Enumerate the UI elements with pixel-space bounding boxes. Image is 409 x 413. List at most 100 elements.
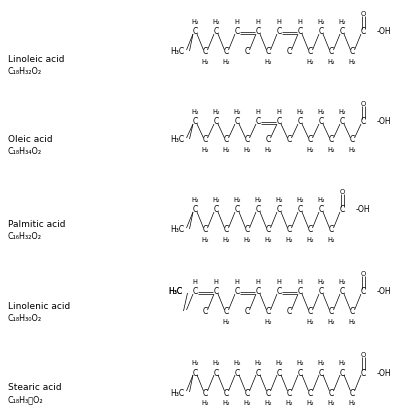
Text: H₂: H₂ xyxy=(264,400,272,406)
Text: H: H xyxy=(276,19,281,25)
Text: C: C xyxy=(318,287,323,297)
Text: O: O xyxy=(360,352,365,358)
Text: H: H xyxy=(255,109,260,115)
Text: C: C xyxy=(328,308,333,316)
Text: C: C xyxy=(318,28,323,36)
Text: Linolenic acid: Linolenic acid xyxy=(8,302,70,311)
Text: C: C xyxy=(360,118,365,126)
Text: C: C xyxy=(286,389,291,397)
Text: O: O xyxy=(360,11,365,17)
Text: -OH: -OH xyxy=(376,118,391,126)
Text: H₂: H₂ xyxy=(264,59,272,65)
Text: H₂: H₂ xyxy=(317,279,324,285)
Text: H₂: H₂ xyxy=(264,319,272,325)
Text: C: C xyxy=(339,287,344,297)
Text: H₃C: H₃C xyxy=(170,47,184,57)
Text: C: C xyxy=(265,47,270,57)
Text: C: C xyxy=(255,368,260,377)
Text: C: C xyxy=(255,28,260,36)
Text: Palmitic acid: Palmitic acid xyxy=(8,220,65,229)
Text: H₂: H₂ xyxy=(337,19,345,25)
Text: -OH: -OH xyxy=(376,28,391,36)
Text: C: C xyxy=(234,118,239,126)
Text: H₂: H₂ xyxy=(274,360,282,366)
Text: C₁₆H₃₂O₂: C₁₆H₃₂O₂ xyxy=(8,232,42,241)
Text: H₃C: H₃C xyxy=(170,135,184,145)
Text: -OH: -OH xyxy=(376,287,391,297)
Text: C: C xyxy=(360,28,365,36)
Text: C: C xyxy=(297,287,302,297)
Text: C: C xyxy=(339,28,344,36)
Text: C: C xyxy=(328,47,333,57)
Text: C: C xyxy=(192,28,197,36)
Text: H₂: H₂ xyxy=(212,19,219,25)
Text: C: C xyxy=(223,47,229,57)
Text: C₁₈H₃₄O₂: C₁₈H₃₄O₂ xyxy=(8,147,42,156)
Text: H₂: H₂ xyxy=(233,109,240,115)
Text: H₂: H₂ xyxy=(348,319,355,325)
Text: C₁₈H₃₀O₂: C₁₈H₃₀O₂ xyxy=(8,314,42,323)
Text: H₂: H₂ xyxy=(222,147,230,153)
Text: C: C xyxy=(244,308,249,316)
Text: C: C xyxy=(255,287,260,297)
Text: H₂: H₂ xyxy=(222,237,230,243)
Text: C: C xyxy=(349,135,354,145)
Text: H: H xyxy=(234,279,239,285)
Text: C: C xyxy=(223,135,229,145)
Text: C: C xyxy=(213,287,218,297)
Text: H₂: H₂ xyxy=(274,197,282,203)
Text: C: C xyxy=(318,368,323,377)
Text: H₂: H₂ xyxy=(254,360,261,366)
Text: C: C xyxy=(349,47,354,57)
Text: H: H xyxy=(255,279,260,285)
Text: O: O xyxy=(339,189,344,195)
Text: C: C xyxy=(265,225,270,235)
Text: C: C xyxy=(297,206,302,214)
Text: C: C xyxy=(360,287,365,297)
Text: H₂: H₂ xyxy=(222,319,230,325)
Text: C: C xyxy=(286,308,291,316)
Text: H₂: H₂ xyxy=(254,197,261,203)
Text: H₂: H₂ xyxy=(201,237,209,243)
Text: C: C xyxy=(244,225,249,235)
Text: H₂: H₂ xyxy=(337,360,345,366)
Text: C: C xyxy=(307,47,312,57)
Text: H: H xyxy=(192,279,197,285)
Text: O: O xyxy=(360,101,365,107)
Text: H₂: H₂ xyxy=(233,197,240,203)
Text: C: C xyxy=(360,368,365,377)
Text: H₂: H₂ xyxy=(243,147,251,153)
Text: C: C xyxy=(213,368,218,377)
Text: H: H xyxy=(255,19,260,25)
Text: H₂: H₂ xyxy=(327,59,335,65)
Text: H₂: H₂ xyxy=(243,237,251,243)
Text: H: H xyxy=(234,19,239,25)
Text: C: C xyxy=(202,308,208,316)
Text: H₂: H₂ xyxy=(327,400,335,406)
Text: C: C xyxy=(297,28,302,36)
Text: C: C xyxy=(265,135,270,145)
Text: C: C xyxy=(202,47,208,57)
Text: H₂: H₂ xyxy=(317,360,324,366)
Text: H₂: H₂ xyxy=(327,319,335,325)
Text: C: C xyxy=(286,225,291,235)
Text: C: C xyxy=(192,368,197,377)
Text: H₂: H₂ xyxy=(264,147,272,153)
Text: C: C xyxy=(202,225,208,235)
Text: C: C xyxy=(307,308,312,316)
Text: H₂: H₂ xyxy=(337,279,345,285)
Text: H₂: H₂ xyxy=(243,400,251,406)
Text: H₂: H₂ xyxy=(306,319,314,325)
Text: C: C xyxy=(244,389,249,397)
Text: H₂: H₂ xyxy=(212,109,219,115)
Text: C: C xyxy=(276,118,281,126)
Text: H₂: H₂ xyxy=(317,109,324,115)
Text: H₂: H₂ xyxy=(317,19,324,25)
Text: C: C xyxy=(192,287,197,297)
Text: H₂: H₂ xyxy=(348,147,355,153)
Text: C: C xyxy=(223,225,229,235)
Text: -OH: -OH xyxy=(355,206,370,214)
Text: H₂: H₂ xyxy=(348,400,355,406)
Text: C: C xyxy=(265,308,270,316)
Text: C₁₈H₃₂O₂: C₁₈H₃₂O₂ xyxy=(8,67,42,76)
